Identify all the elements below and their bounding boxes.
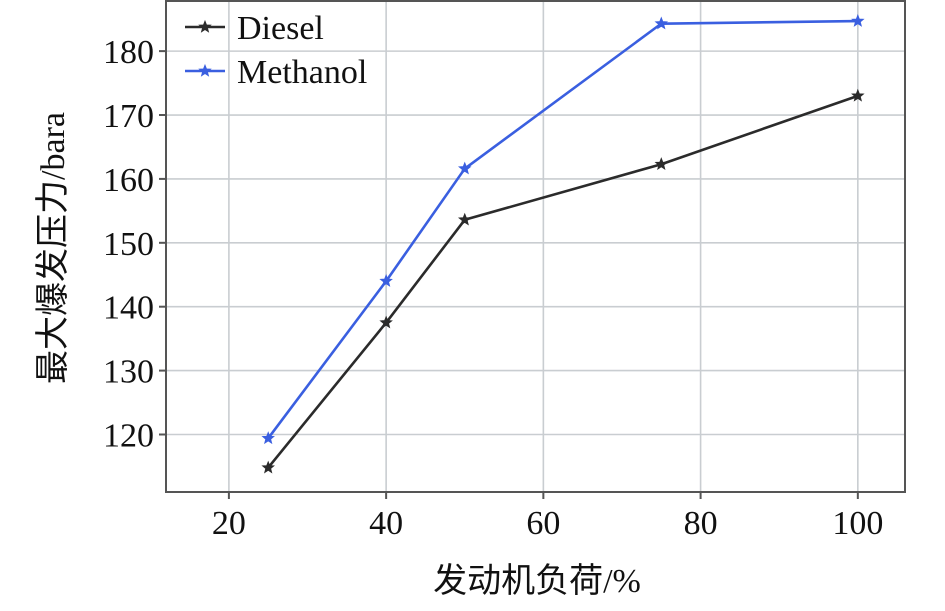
x-tick-label-100: 100 [832,505,883,542]
data-point-methanol-100 [851,13,865,27]
data-point-diesel-40 [379,315,393,329]
data-point-diesel-50 [457,212,472,226]
legend-marker-methanol [198,63,212,77]
y-tick-label-170: 170 [103,98,154,135]
x-tick-label-80: 80 [684,505,718,542]
legend-label-methanol: Methanol [237,54,367,91]
data-point-methanol-75 [654,16,669,30]
y-tick-label-120: 120 [103,417,154,454]
plot-frame [165,0,906,493]
y-tick-label-140: 140 [103,290,154,327]
tick-labels: 20 40 60 80 100 120 130 140 150 160 170 180 [103,34,883,542]
data-point-diesel-100 [851,88,865,102]
data-point-diesel-25 [261,460,275,474]
data-point-methanol-25 [261,431,275,445]
data-point-diesel-75 [654,157,669,170]
legend-item-diesel: Diesel [185,10,324,47]
legend-label-diesel: Diesel [237,10,324,47]
y-axis-title: 最大爆发压力/bara [34,112,72,384]
legend-marker-diesel [198,19,212,33]
y-tick-label-180: 180 [103,34,154,71]
x-tick-label-20: 20 [212,505,246,542]
series-diesel [261,88,865,474]
series-methanol [261,13,865,445]
x-tick-label-60: 60 [526,505,560,542]
legend: Diesel Methanol [185,10,367,91]
x-axis-title: 发动机负荷/% [433,562,641,600]
y-tick-label-150: 150 [103,226,154,263]
series-lines [261,13,865,474]
data-point-methanol-40 [379,274,393,287]
legend-item-methanol: Methanol [185,54,367,91]
y-tick-label-160: 160 [103,162,154,199]
series-line-diesel [267,94,859,469]
grid [166,0,905,492]
y-tick-label-130: 130 [103,354,154,391]
x-tick-label-40: 40 [369,505,403,542]
data-point-methanol-50 [457,161,472,175]
axes [159,0,906,499]
